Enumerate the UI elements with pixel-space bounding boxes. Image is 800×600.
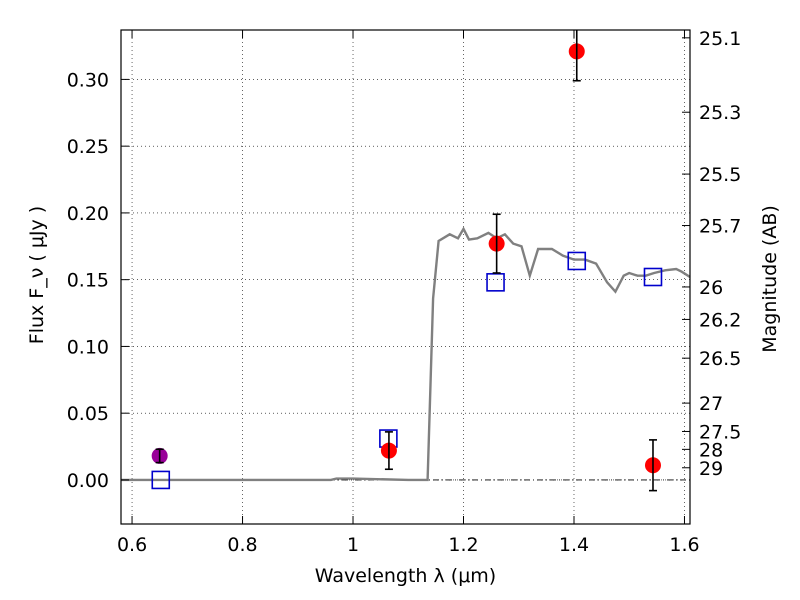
model-photometry-square — [151, 470, 171, 490]
model-spectrum-line — [121, 226, 691, 482]
y-axis-title: Flux F_ν ( μJy ) — [26, 206, 48, 344]
magnitude-tick-label: 28 — [699, 439, 723, 461]
model-photometry-square — [567, 251, 587, 271]
y-tick-label: 0.15 — [67, 270, 109, 292]
x-tick-label: 1.6 — [669, 534, 699, 556]
model-photometry-square — [643, 267, 663, 287]
x-tick-label: 1.4 — [559, 534, 589, 556]
x-tick-label: 0.6 — [117, 534, 147, 556]
data-marks — [151, 30, 663, 492]
y-tick-label: 0.30 — [67, 69, 109, 91]
magnitude-tick-label: 27 — [699, 393, 723, 415]
model-photometry-square — [486, 273, 505, 292]
x-axis-title: Wavelength λ (μm) — [315, 565, 496, 587]
magnitude-tick-label: 25.1 — [699, 28, 741, 50]
magnitude-tick-label: 25.5 — [699, 164, 741, 186]
x-tick-label: 1 — [347, 534, 359, 556]
y-tick-label: 0.25 — [67, 136, 109, 158]
x-tick-label: 0.8 — [227, 534, 257, 556]
magnitude-tick-label: 25.3 — [699, 102, 741, 124]
y-tick-label: 0.00 — [67, 470, 109, 492]
magnitude-tick-label: 29 — [699, 458, 723, 480]
axis-ticks: 0.6 0.8 1 1.2 1.4 1.6 0.00 0.05 0.10 0.15 0.20 0.25… — [67, 28, 742, 556]
y-axis-right-title: Magnitude (AB) — [759, 205, 781, 353]
magnitude-tick-label: 26 — [699, 277, 723, 299]
magnitude-tick-label: 25.7 — [699, 216, 741, 238]
y-tick-label: 0.10 — [67, 336, 109, 358]
y-tick-label: 0.05 — [67, 403, 109, 425]
magnitude-tick-label: 27.5 — [699, 421, 741, 443]
x-tick-label: 1.2 — [448, 534, 478, 556]
y-tick-label: 0.20 — [67, 203, 109, 225]
magnitude-tick-label: 26.2 — [699, 309, 741, 331]
magnitude-tick-label: 26.5 — [699, 348, 741, 370]
plot-frame — [120, 29, 691, 525]
